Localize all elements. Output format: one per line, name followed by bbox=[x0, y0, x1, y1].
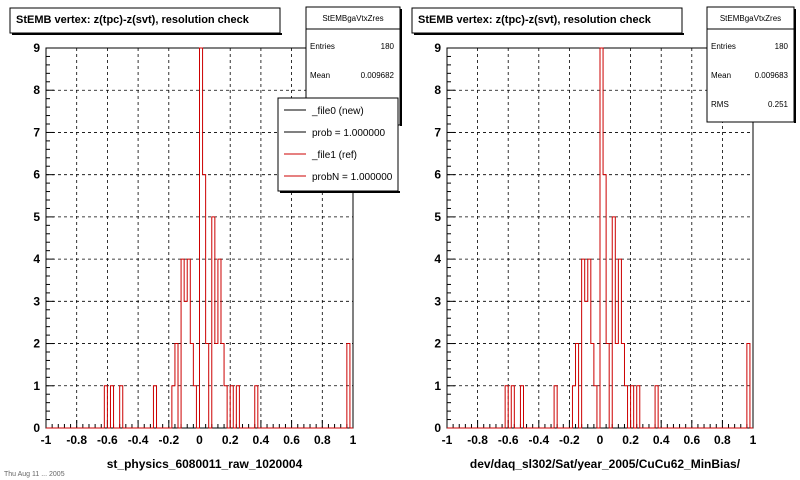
legend-label: _file0 (new) bbox=[311, 106, 364, 117]
x-tick-label: 0.2 bbox=[222, 433, 239, 447]
legend: _file0 (new) prob = 1.000000 _file1 (ref) p… bbox=[277, 97, 400, 193]
stats-value: 0.009683 bbox=[755, 71, 789, 80]
x-axis-title: st_physics_6080011_raw_1020004 bbox=[107, 457, 303, 471]
y-tick-label: 0 bbox=[33, 421, 40, 435]
y-tick-label: 4 bbox=[434, 252, 441, 266]
y-tick-label: 7 bbox=[434, 125, 441, 139]
x-tick-label: -0.8 bbox=[66, 433, 87, 447]
y-tick-label: 9 bbox=[33, 41, 40, 55]
y-tick-label: 5 bbox=[434, 210, 441, 224]
stats-label: Entries bbox=[711, 42, 736, 51]
x-tick-label: -0.4 bbox=[128, 433, 149, 447]
x-tick-label: 0.6 bbox=[683, 433, 700, 447]
x-axis-title: dev/daq_sl302/Sat/year_2005/CuCu62_MinBi… bbox=[470, 457, 741, 471]
stats-label: RMS bbox=[711, 100, 729, 109]
y-tick-label: 6 bbox=[33, 168, 40, 182]
stats-name: StEMBgaVtxZres bbox=[322, 14, 383, 23]
histogram-panel-2: -1 -0.8 -0.6 -0.4 -0.2 0 0.2 0.4 0.6 0.8 1 0 1 2 3 4 5 6 7… bbox=[411, 6, 796, 471]
y-tick-label: 0 bbox=[434, 421, 441, 435]
title-box bbox=[9, 7, 281, 34]
y-tick-label: 2 bbox=[434, 337, 441, 351]
stats-box bbox=[706, 6, 795, 123]
y-tick-label: 9 bbox=[434, 41, 441, 55]
x-tick-label: 0.2 bbox=[622, 433, 639, 447]
stats-label: Mean bbox=[310, 71, 330, 80]
y-tick-label: 4 bbox=[33, 252, 40, 266]
x-tick-label: 0.4 bbox=[653, 433, 670, 447]
y-tick-label: 6 bbox=[434, 168, 441, 182]
y-tick-label: 1 bbox=[434, 379, 441, 393]
x-tick-label: -1 bbox=[41, 433, 52, 447]
footer-timestamp: Thu Aug 11 ... 2005 bbox=[4, 471, 65, 478]
x-tick-label: -1 bbox=[442, 433, 453, 447]
stats-name: StEMBgaVtxZres bbox=[720, 14, 781, 23]
y-tick-label: 8 bbox=[434, 83, 441, 97]
legend-label: probN = 1.000000 bbox=[312, 172, 393, 183]
stats-value: 180 bbox=[381, 42, 395, 51]
x-tick-label: -0.6 bbox=[97, 433, 118, 447]
chart-title: StEMB vertex: z(tpc)-z(svt), resolution … bbox=[418, 14, 652, 26]
x-tick-label: 0 bbox=[196, 433, 203, 447]
title-box bbox=[411, 7, 683, 34]
x-tick-label: 1 bbox=[350, 433, 357, 447]
stats-value: 0.009682 bbox=[361, 71, 395, 80]
chart-title: StEMB vertex: z(tpc)-z(svt), resolution … bbox=[16, 14, 250, 26]
x-tick-label: -0.8 bbox=[467, 433, 488, 447]
x-tick-label: 1 bbox=[750, 433, 757, 447]
legend-label: prob = 1.000000 bbox=[312, 128, 386, 139]
stats-value: 180 bbox=[775, 42, 789, 51]
histogram-panel-1: -1 -0.8 -0.6 -0.4 -0.2 0 0.2 0.4 0.6 0.8 1 0 1 2 3 4 5 6 7… bbox=[9, 6, 402, 471]
x-tick-label: -0.2 bbox=[158, 433, 179, 447]
histogram-line bbox=[46, 47, 353, 429]
stats-label: Entries bbox=[310, 42, 335, 51]
y-tick-label: 5 bbox=[33, 210, 40, 224]
x-tick-label: -0.6 bbox=[498, 433, 519, 447]
x-tick-label: 0 bbox=[597, 433, 604, 447]
legend-label: _file1 (ref) bbox=[311, 150, 357, 161]
x-tick-label: -0.4 bbox=[528, 433, 549, 447]
x-tick-label: 0.4 bbox=[253, 433, 270, 447]
y-tick-label: 7 bbox=[33, 125, 40, 139]
stats-label: Mean bbox=[711, 71, 731, 80]
y-tick-label: 2 bbox=[33, 337, 40, 351]
y-tick-label: 1 bbox=[33, 379, 40, 393]
x-tick-label: 0.8 bbox=[314, 433, 331, 447]
x-tick-label: -0.2 bbox=[559, 433, 580, 447]
y-tick-label: 3 bbox=[434, 294, 441, 308]
stats-value: 0.251 bbox=[768, 100, 789, 109]
y-tick-label: 3 bbox=[33, 294, 40, 308]
x-tick-label: 0.6 bbox=[283, 433, 300, 447]
x-tick-label: 0.8 bbox=[714, 433, 731, 447]
y-tick-label: 8 bbox=[33, 83, 40, 97]
histogram-line bbox=[447, 47, 753, 429]
